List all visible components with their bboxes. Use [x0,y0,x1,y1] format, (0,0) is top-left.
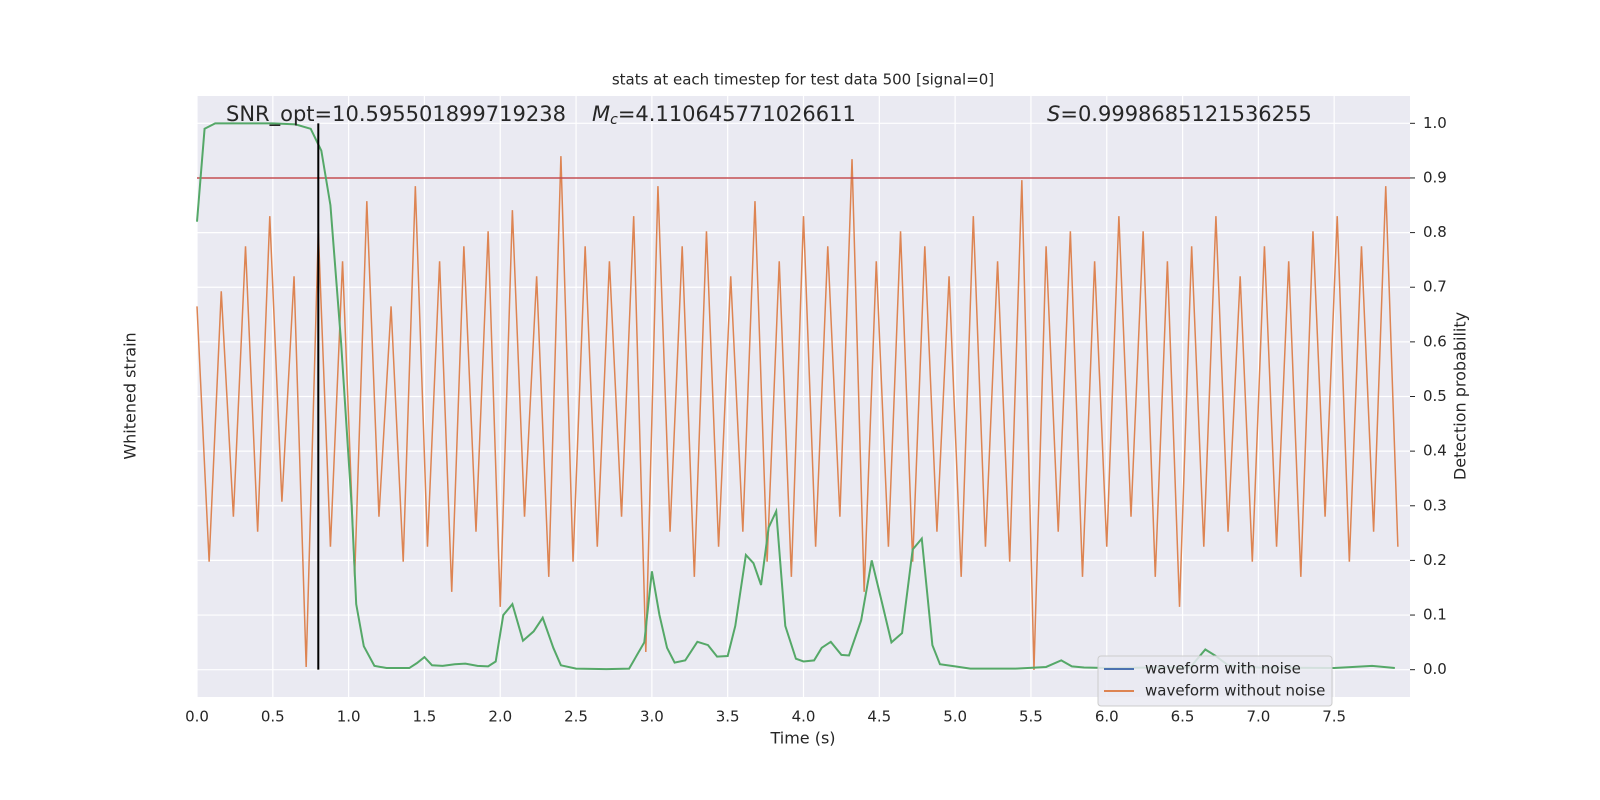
x-tick-label: 2.0 [488,708,512,726]
strain-line [196,156,1399,670]
y2-tick-label: 0.2 [1423,551,1447,569]
annotation-mc: Mc=4.110645771026611 [592,102,856,128]
mc-text: =4.110645771026611 [618,102,856,126]
y2-tick-label: 0.8 [1423,223,1447,241]
mc-subscript: c [610,112,618,128]
legend-box [1097,655,1333,707]
x-tick-label: 3.5 [716,708,740,726]
x-tick-label: 4.0 [792,708,816,726]
x-tick-label: 0.0 [185,708,209,726]
legend-label: waveform with noise [1145,660,1301,678]
x-axis-label: Time (s) [769,729,835,748]
x-tick-label: 7.0 [1246,708,1270,726]
x-tick-label: 0.5 [261,708,285,726]
x-tick-label: 6.5 [1171,708,1195,726]
s-symbol: S [1047,102,1060,126]
x-tick-label: 6.0 [1095,708,1119,726]
annotation-snr: SNR_opt=10.595501899719238 [226,102,566,127]
x-tick-label: 7.5 [1322,708,1346,726]
x-tick-label: 1.0 [337,708,361,726]
annotation-s: S=0.9998685121536255 [1047,102,1312,126]
y2-tick-label: 0.6 [1423,332,1447,350]
y2-tick-label: 0.1 [1423,606,1447,624]
x-tick-label: 1.5 [413,708,437,726]
x-tick-label: 3.0 [640,708,664,726]
legend: waveform with noise waveform without nois… [1097,655,1333,707]
y2-tick-label: 0.5 [1423,387,1447,405]
y2-axis-label: Detection probability [1451,312,1470,480]
mc-symbol: M [592,102,610,126]
y2-tick-label: 0.4 [1423,442,1447,460]
y2-tick-label: 0.0 [1423,660,1447,678]
y2-tick-label: 0.3 [1423,496,1447,514]
legend-label: waveform without noise [1145,682,1325,700]
marks [196,122,1410,671]
y-axis-label: Whitened strain [121,332,140,459]
x-tick-label: 5.5 [1019,708,1043,726]
x-tick-label: 4.5 [867,708,891,726]
y2-tick-label: 1.0 [1423,114,1447,132]
chart-title: stats at each timestep for test data 500… [612,71,994,89]
s-text: =0.9998685121536255 [1060,102,1311,126]
x-tick-label: 5.0 [943,708,967,726]
detection-line [196,122,1395,671]
y2-tick-label: 0.9 [1423,168,1447,186]
x-tick-label: 2.5 [564,708,588,726]
y2-tick-label: 0.7 [1423,278,1447,296]
